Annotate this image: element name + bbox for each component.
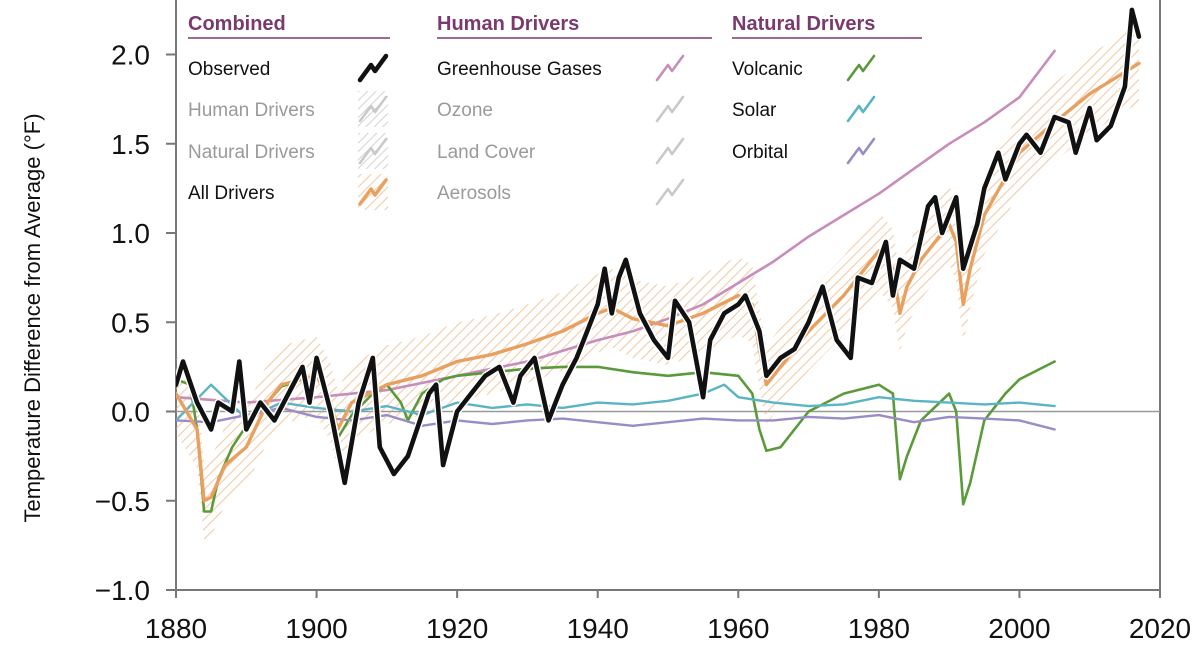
legend-swatch-all — [358, 178, 388, 206]
legend-swatch-ozone — [655, 95, 685, 123]
legend-label-volcanic: Volcanic — [732, 59, 803, 80]
x-tick-label: 1980 — [848, 613, 910, 644]
legend-swatch-landcover — [655, 137, 685, 165]
legend-label-ozone: Ozone — [437, 100, 493, 121]
legend-label-all: All Drivers — [188, 183, 275, 204]
legend-label-observed: Observed — [188, 59, 270, 80]
y-axis-title: Temperature Difference from Average (°F) — [20, 113, 45, 522]
legend-group-title: Combined — [188, 13, 286, 35]
legend-swatch-ghg — [655, 54, 685, 82]
y-tick-label: 0.0 — [111, 397, 150, 428]
series-line-ghg — [176, 49, 1056, 404]
legend-swatch-volcanic — [846, 54, 876, 82]
x-tick-label: 2020 — [1129, 613, 1191, 644]
y-tick-label: 1.5 — [111, 129, 150, 160]
legend-label-orbital: Orbital — [732, 142, 788, 163]
x-axis-ticks: 1880 1900 1920 1940 1960 1980 2000 2020 — [145, 590, 1191, 644]
legend-swatch-orbital — [846, 137, 876, 165]
y-tick-label: −1.0 — [95, 575, 150, 606]
y-axis-ticks: −1.0 −0.5 0.0 0.5 1.0 1.5 2.0 — [95, 40, 176, 606]
y-tick-label: 2.0 — [111, 40, 150, 71]
legend-label-aerosols: Aerosols — [437, 183, 511, 204]
legend-label-solar: Solar — [732, 100, 777, 121]
y-tick-label: 0.5 — [111, 307, 150, 338]
legend-label-human: Human Drivers — [188, 100, 315, 121]
legend-swatch-natural — [358, 137, 388, 165]
legend: Combined Observed Human Drivers Natural Dri… — [188, 13, 922, 210]
x-tick-label: 1920 — [426, 613, 488, 644]
legend-label-natural: Natural Drivers — [188, 142, 315, 163]
x-tick-label: 1880 — [145, 613, 207, 644]
all-drivers-band — [176, 24, 1139, 541]
y-tick-label: −0.5 — [95, 486, 150, 517]
legend-swatch-observed — [357, 53, 389, 83]
series-line-orbital — [176, 406, 1056, 431]
series-line-all — [176, 61, 1141, 503]
legend-swatch-solar — [846, 95, 876, 123]
legend-group-title: Natural Drivers — [732, 13, 875, 35]
series-layer — [176, 6, 1143, 513]
x-tick-label: 2000 — [988, 613, 1050, 644]
legend-swatch-aerosols — [655, 178, 685, 206]
legend-label-landcover: Land Cover — [437, 142, 536, 163]
x-tick-label: 1940 — [567, 613, 629, 644]
x-tick-label: 1900 — [285, 613, 347, 644]
x-tick-label: 1960 — [707, 613, 769, 644]
legend-group-title: Human Drivers — [437, 13, 579, 35]
y-tick-label: 1.0 — [111, 218, 150, 249]
all-drivers-uncertainty-band — [176, 24, 1139, 541]
legend-swatch-human — [358, 95, 388, 123]
series-line-observed — [176, 7, 1142, 486]
legend-label-ghg: Greenhouse Gases — [437, 59, 602, 80]
